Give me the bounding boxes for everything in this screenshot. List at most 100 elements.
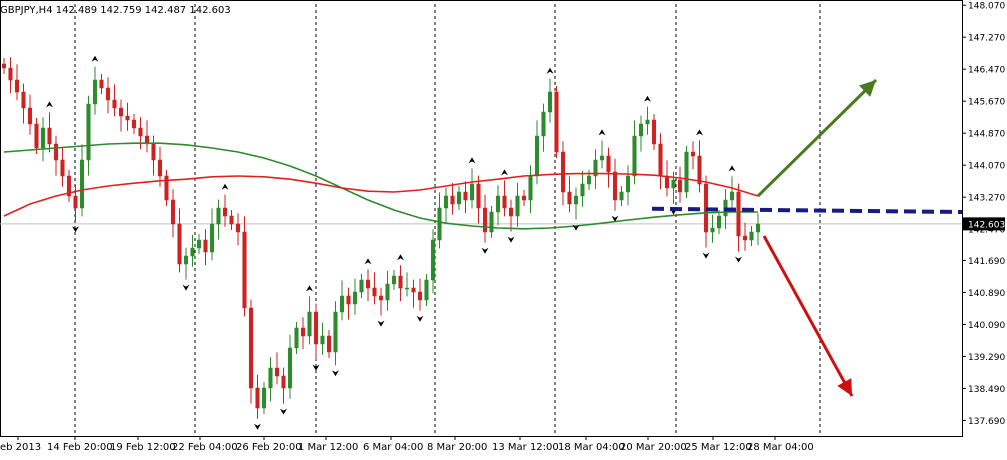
fractal-down-icon	[507, 236, 515, 243]
candle-body	[697, 155, 702, 185]
candle-body	[391, 275, 397, 285]
candle-body	[541, 111, 546, 137]
candle-body	[1, 63, 7, 69]
candle-body	[515, 195, 520, 217]
candle-body	[14, 79, 20, 93]
candle-body	[8, 67, 13, 81]
candle-body	[157, 159, 163, 177]
fractal-up-icon	[46, 101, 53, 108]
candle-body	[209, 223, 215, 253]
candle-body	[313, 311, 319, 345]
candle-body	[612, 171, 618, 201]
candle-body	[281, 375, 286, 389]
x-tick-label: 26 Feb 20:00	[236, 442, 302, 453]
fractal-up-icon	[91, 55, 99, 62]
candle-body	[664, 175, 670, 189]
candle-body	[411, 287, 416, 293]
candle-body	[300, 327, 306, 337]
candle-body	[105, 87, 111, 101]
y-tick-label: 140.090	[968, 321, 1005, 331]
y-tick-label: 138.490	[968, 385, 1005, 395]
candle-body	[255, 387, 260, 409]
y-tick-label: 145.670	[968, 98, 1005, 108]
fractal-up-icon	[644, 95, 651, 102]
fractal-up-icon	[221, 183, 229, 190]
x-tick-label: 14 Feb 20:00	[47, 442, 113, 453]
candle-body	[417, 291, 423, 301]
candle-body	[177, 223, 182, 265]
fractal-down-icon	[702, 252, 710, 259]
candle-body	[638, 123, 644, 137]
candle-body	[586, 175, 592, 185]
support-level-line	[651, 206, 963, 214]
candle-body	[339, 295, 345, 313]
x-tick-label: eb 2013	[0, 442, 41, 453]
candle-body	[346, 295, 351, 305]
y-tick-label: 137.690	[968, 417, 1005, 427]
fractal-down-icon	[572, 224, 580, 231]
candle-body	[73, 195, 78, 209]
candle-body	[489, 211, 494, 233]
candle-body	[359, 279, 364, 293]
candle-body	[118, 107, 124, 117]
candle-body	[21, 91, 26, 109]
candle-body	[190, 247, 195, 257]
candle-body	[196, 239, 202, 249]
candle-body	[222, 207, 228, 217]
x-tick-label: 22 Feb 04:00	[172, 442, 238, 453]
y-tick-label: 144.070	[968, 162, 1005, 172]
y-tick-label: 143.270	[968, 194, 1005, 204]
fractal-up-icon	[696, 129, 703, 136]
fractal-down-icon	[280, 408, 287, 415]
y-tick-label: 141.690	[968, 257, 1005, 267]
candle-body	[183, 255, 189, 265]
candle-body	[658, 143, 663, 177]
fractal-up-icon	[306, 285, 313, 292]
y-tick-label: 140.890	[968, 289, 1005, 299]
candle-body	[53, 143, 59, 161]
fractal-down-icon	[416, 315, 424, 322]
x-tick-label: 6 Mar 04:00	[363, 442, 423, 453]
scenario-up-arrow-head	[858, 80, 876, 97]
fractal-up-icon	[728, 165, 736, 172]
y-tick-label: 148.070	[968, 2, 1005, 12]
scenario-down-arrow	[762, 235, 854, 397]
candle-body	[398, 275, 403, 289]
candle-body	[307, 311, 312, 337]
moving-average-slow-line	[3, 172, 759, 217]
candle-body	[352, 291, 358, 305]
x-tick-label: 13 Mar 12:00	[492, 442, 559, 453]
candle-body	[456, 191, 462, 205]
candle-body	[580, 183, 585, 197]
candle-body	[554, 91, 559, 153]
candle-body	[242, 231, 247, 309]
candle-body	[86, 103, 91, 161]
candle-body	[749, 231, 754, 241]
candle-body	[326, 335, 332, 353]
candle-body	[60, 159, 65, 177]
x-tick-label: 1 Mar 12:00	[298, 442, 358, 453]
candle-body	[287, 347, 293, 389]
candle-body	[365, 279, 371, 289]
candle-body	[92, 79, 98, 105]
candle-body	[430, 239, 436, 281]
candle-body	[651, 119, 657, 145]
candle-body	[216, 207, 221, 225]
candle-body	[66, 175, 72, 197]
candle-body	[567, 191, 572, 205]
candle-body	[424, 279, 429, 301]
candle-body	[677, 179, 683, 193]
candle-body	[632, 135, 637, 177]
fractal-down-icon	[182, 284, 190, 291]
fractal-up-icon	[501, 169, 508, 176]
fractal-down-icon	[72, 226, 79, 233]
candle-body	[274, 367, 280, 377]
candle-body	[320, 335, 325, 345]
candle-body	[645, 119, 650, 125]
candle-body	[248, 307, 254, 389]
candle-body	[534, 135, 540, 177]
candle-body	[742, 235, 748, 241]
y-tick-label: 144.870	[968, 130, 1005, 140]
candle-body	[508, 207, 514, 217]
